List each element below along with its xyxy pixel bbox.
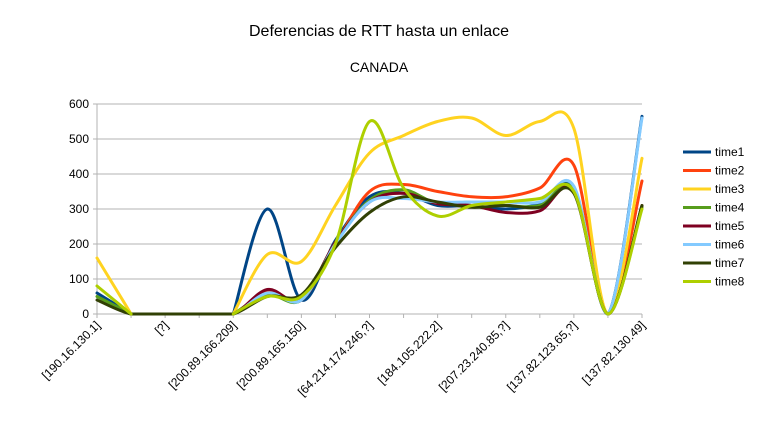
series-line-time3	[231, 110, 644, 316]
series-line-time5	[163, 185, 644, 316]
legend-label-time5: time5	[715, 219, 745, 233]
series-line-time8	[95, 284, 133, 316]
legend-label-time4: time4	[715, 201, 745, 215]
x-tick-label: [190.16.130.1]	[39, 318, 103, 382]
series-line-time6	[163, 116, 644, 316]
legend: time1 time2 time3 time4 time5 time6 time7 time8	[683, 145, 745, 289]
axes	[93, 103, 643, 318]
y-tick-label: 400	[69, 167, 89, 181]
series-lines	[95, 110, 644, 316]
y-tick-label: 100	[69, 272, 89, 286]
chart-title: Deferencias de RTT hasta un enlace	[249, 23, 509, 40]
x-tick-label: [64.214.174.246,?]	[295, 318, 376, 399]
series-line-time8	[231, 119, 644, 316]
y-tick-label: 200	[69, 237, 89, 251]
x-tick-label: [200.89.166.209]	[166, 318, 240, 392]
legend-label-time2: time2	[715, 164, 745, 178]
x-tick-labels: [190.16.130.1] [?][200.89.166.209][200.89…	[39, 318, 648, 399]
x-tick-label: [137.82.123.65,?]	[504, 318, 580, 394]
y-tick-labels: 0 100 200 300 400 500 600	[69, 97, 89, 321]
legend-label-time3: time3	[715, 182, 745, 196]
y-tick-label: 600	[69, 97, 89, 111]
y-tick-label: 0	[82, 307, 89, 321]
legend-label-time1: time1	[715, 145, 745, 159]
x-tick-label: [?]	[152, 318, 171, 337]
chart-subtitle: CANADA	[350, 59, 409, 75]
legend-label-time6: time6	[715, 238, 745, 252]
legend-label-time8: time8	[715, 275, 745, 289]
x-tick-label: [184.105.222.2]	[375, 318, 444, 387]
y-tick-label: 500	[69, 132, 89, 146]
gridlines	[97, 103, 642, 315]
series-line-time7	[95, 186, 644, 316]
x-tick-label: [137.82.130.49]	[579, 318, 648, 387]
y-tick-label: 300	[69, 202, 89, 216]
x-tick-label: [200.89.165.150]	[234, 318, 308, 392]
x-tick-label: [207.23.240.85,?]	[436, 318, 512, 394]
legend-label-time7: time7	[715, 256, 745, 270]
